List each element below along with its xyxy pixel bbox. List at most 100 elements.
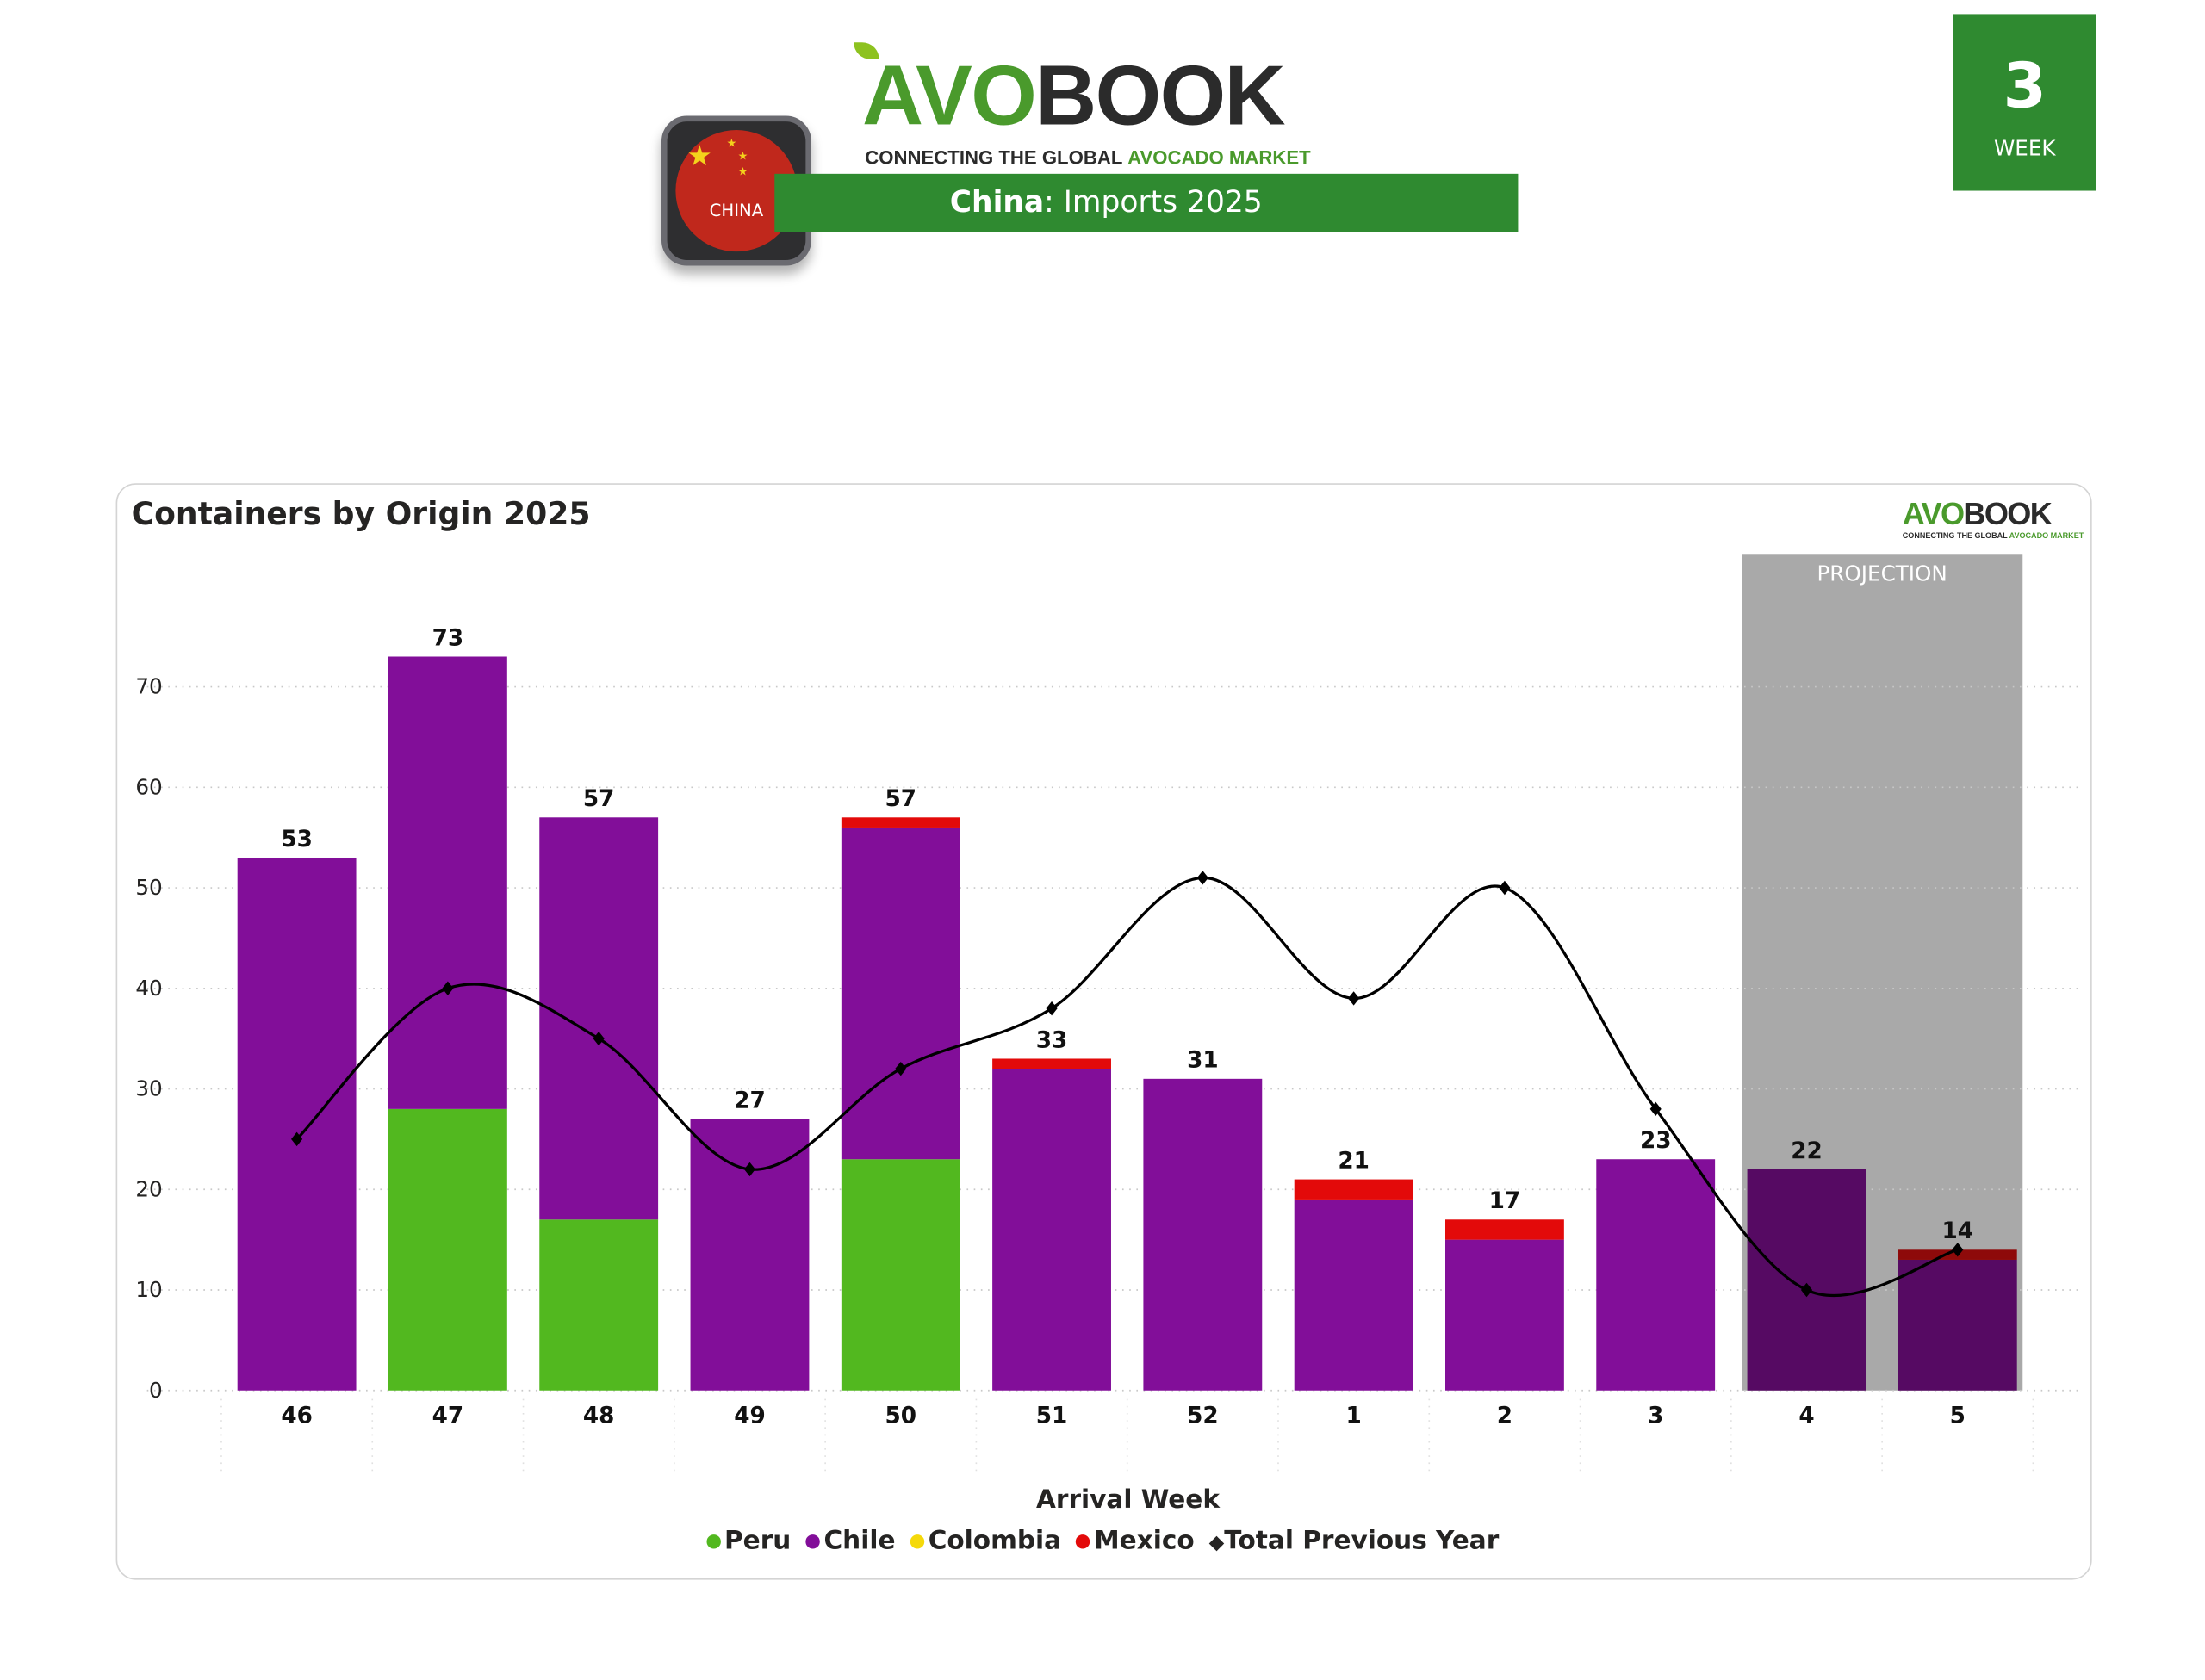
bar-mexico: [992, 1058, 1111, 1069]
china-flag-circle: ★ ★ ★ ★ CHINA: [675, 129, 798, 252]
legend: Peru Chile Colombia Mexico ◆Total Previo…: [0, 1526, 2205, 1556]
data-label: 57: [583, 786, 615, 812]
diamond-icon: ◆: [1208, 1531, 1225, 1555]
bar-chile: [1747, 1169, 1866, 1391]
previous-year-marker: [895, 1061, 907, 1076]
week-number: 3: [2003, 51, 2047, 123]
banner-country: China: [949, 184, 1045, 220]
y-tick-label: 70: [135, 674, 162, 699]
y-tick-label: 40: [135, 976, 162, 1001]
x-tick-label: 47: [432, 1403, 464, 1429]
star-icon: ★: [686, 138, 712, 173]
legend-item-previous-year[interactable]: ◆Total Previous Year: [1209, 1526, 1500, 1555]
data-label: 73: [432, 625, 464, 651]
star-icon: ★: [737, 149, 748, 163]
x-tick-label: 2: [1497, 1403, 1512, 1429]
y-tick-label: 10: [135, 1277, 162, 1302]
mini-tagline-a: CONNECTING THE GLOBAL: [1902, 532, 2008, 542]
x-tick-label: 46: [281, 1403, 313, 1429]
week-label: WEEK: [1993, 135, 2056, 162]
legend-label: Total Previous Year: [1224, 1526, 1500, 1556]
legend-dot: [1075, 1534, 1090, 1549]
data-label: 27: [734, 1088, 766, 1113]
bar-chile: [1294, 1199, 1413, 1391]
legend-label: Mexico: [1094, 1526, 1195, 1556]
bar-peru: [388, 1108, 507, 1391]
legend-dot: [705, 1534, 721, 1549]
legend-item-mexico[interactable]: Mexico: [1075, 1526, 1195, 1556]
tagline-b: AVOCADO MARKET: [1127, 146, 1311, 169]
bar-chile: [539, 817, 659, 1220]
week-badge: 3 WEEK: [1953, 14, 2096, 191]
avobook-mini-logo: AVOBOOK CONNECTING THE GLOBAL AVOCADO MA…: [1902, 494, 2084, 545]
previous-year-marker: [1348, 991, 1360, 1006]
bar-mexico: [1444, 1219, 1564, 1240]
bar-chile: [1444, 1239, 1564, 1391]
banner-title: : Imports 2025: [1044, 184, 1263, 220]
data-label: 53: [281, 827, 313, 852]
legend-label: Colombia: [928, 1526, 1062, 1556]
data-label: 57: [885, 786, 916, 812]
avobook-logo: AVOBOOK CONNECTING THE GLOBAL AVOCADO MA…: [848, 42, 1371, 172]
y-tick-label: 0: [149, 1378, 163, 1403]
data-label: 31: [1187, 1048, 1219, 1074]
bar-chile: [841, 827, 960, 1160]
data-label: 14: [1942, 1218, 1974, 1244]
leaf-icon: [854, 42, 879, 59]
data-label: 21: [1338, 1148, 1370, 1174]
legend-item-chile[interactable]: Chile: [805, 1526, 896, 1556]
x-tick-label: 1: [1345, 1403, 1361, 1429]
legend-dot: [910, 1534, 924, 1549]
bar-peru: [539, 1219, 659, 1391]
previous-year-marker: [1649, 1101, 1662, 1117]
x-tick-label: 5: [1950, 1403, 1966, 1429]
bar-chile: [237, 857, 357, 1391]
bar-mexico: [841, 817, 960, 828]
previous-year-marker: [1499, 880, 1511, 896]
bar-chile: [1596, 1159, 1716, 1391]
star-icon: ★: [726, 137, 737, 150]
logo-avo: AVO: [862, 47, 1037, 143]
y-tick-label: 20: [135, 1176, 162, 1201]
data-label: 33: [1036, 1027, 1068, 1053]
x-axis-title: Arrival Week: [1036, 1485, 1221, 1516]
x-tick-label: 4: [1798, 1403, 1814, 1429]
legend-dot: [805, 1534, 820, 1549]
star-icon: ★: [737, 164, 748, 178]
bar-chile: [388, 656, 507, 1109]
y-tick-label: 60: [135, 774, 162, 799]
legend-item-peru[interactable]: Peru: [705, 1526, 791, 1556]
logo-book: BOOK: [1035, 47, 1285, 143]
legend-item-colombia[interactable]: Colombia: [910, 1526, 1062, 1556]
country-badge-label: CHINA: [709, 201, 764, 220]
bar-peru: [841, 1159, 960, 1391]
projection-label: PROJECTION: [1817, 561, 1947, 586]
mini-logo-avo: AVO: [1902, 495, 1965, 532]
previous-year-marker: [1196, 871, 1208, 885]
x-tick-label: 48: [583, 1403, 615, 1429]
mini-tagline-b: AVOCADO MARKET: [2009, 532, 2084, 542]
x-tick-label: 50: [885, 1403, 916, 1429]
data-label: 17: [1489, 1188, 1521, 1214]
bar-mexico: [1294, 1179, 1413, 1200]
bar-chile: [690, 1119, 810, 1391]
x-tick-label: 49: [734, 1403, 766, 1429]
legend-label: Chile: [823, 1526, 896, 1556]
x-tick-label: 52: [1187, 1403, 1219, 1429]
data-label: 22: [1791, 1138, 1823, 1164]
tagline-a: CONNECTING THE GLOBAL: [865, 146, 1122, 169]
y-tick-label: 30: [135, 1076, 162, 1101]
bar-chile: [1143, 1078, 1263, 1391]
mini-logo-book: BOOK: [1963, 495, 2052, 532]
bar-chile: [1898, 1259, 2017, 1391]
x-tick-label: 3: [1648, 1403, 1663, 1429]
x-tick-label: 51: [1036, 1403, 1068, 1429]
data-label: 23: [1640, 1128, 1672, 1154]
chart-title: Containers by Origin 2025: [131, 497, 591, 533]
y-tick-label: 50: [135, 875, 162, 900]
page-title-banner: China: Imports 2025: [774, 173, 1519, 232]
previous-year-line: [295, 876, 1959, 1297]
bar-chile: [992, 1069, 1111, 1391]
previous-year-marker: [1046, 1001, 1058, 1016]
